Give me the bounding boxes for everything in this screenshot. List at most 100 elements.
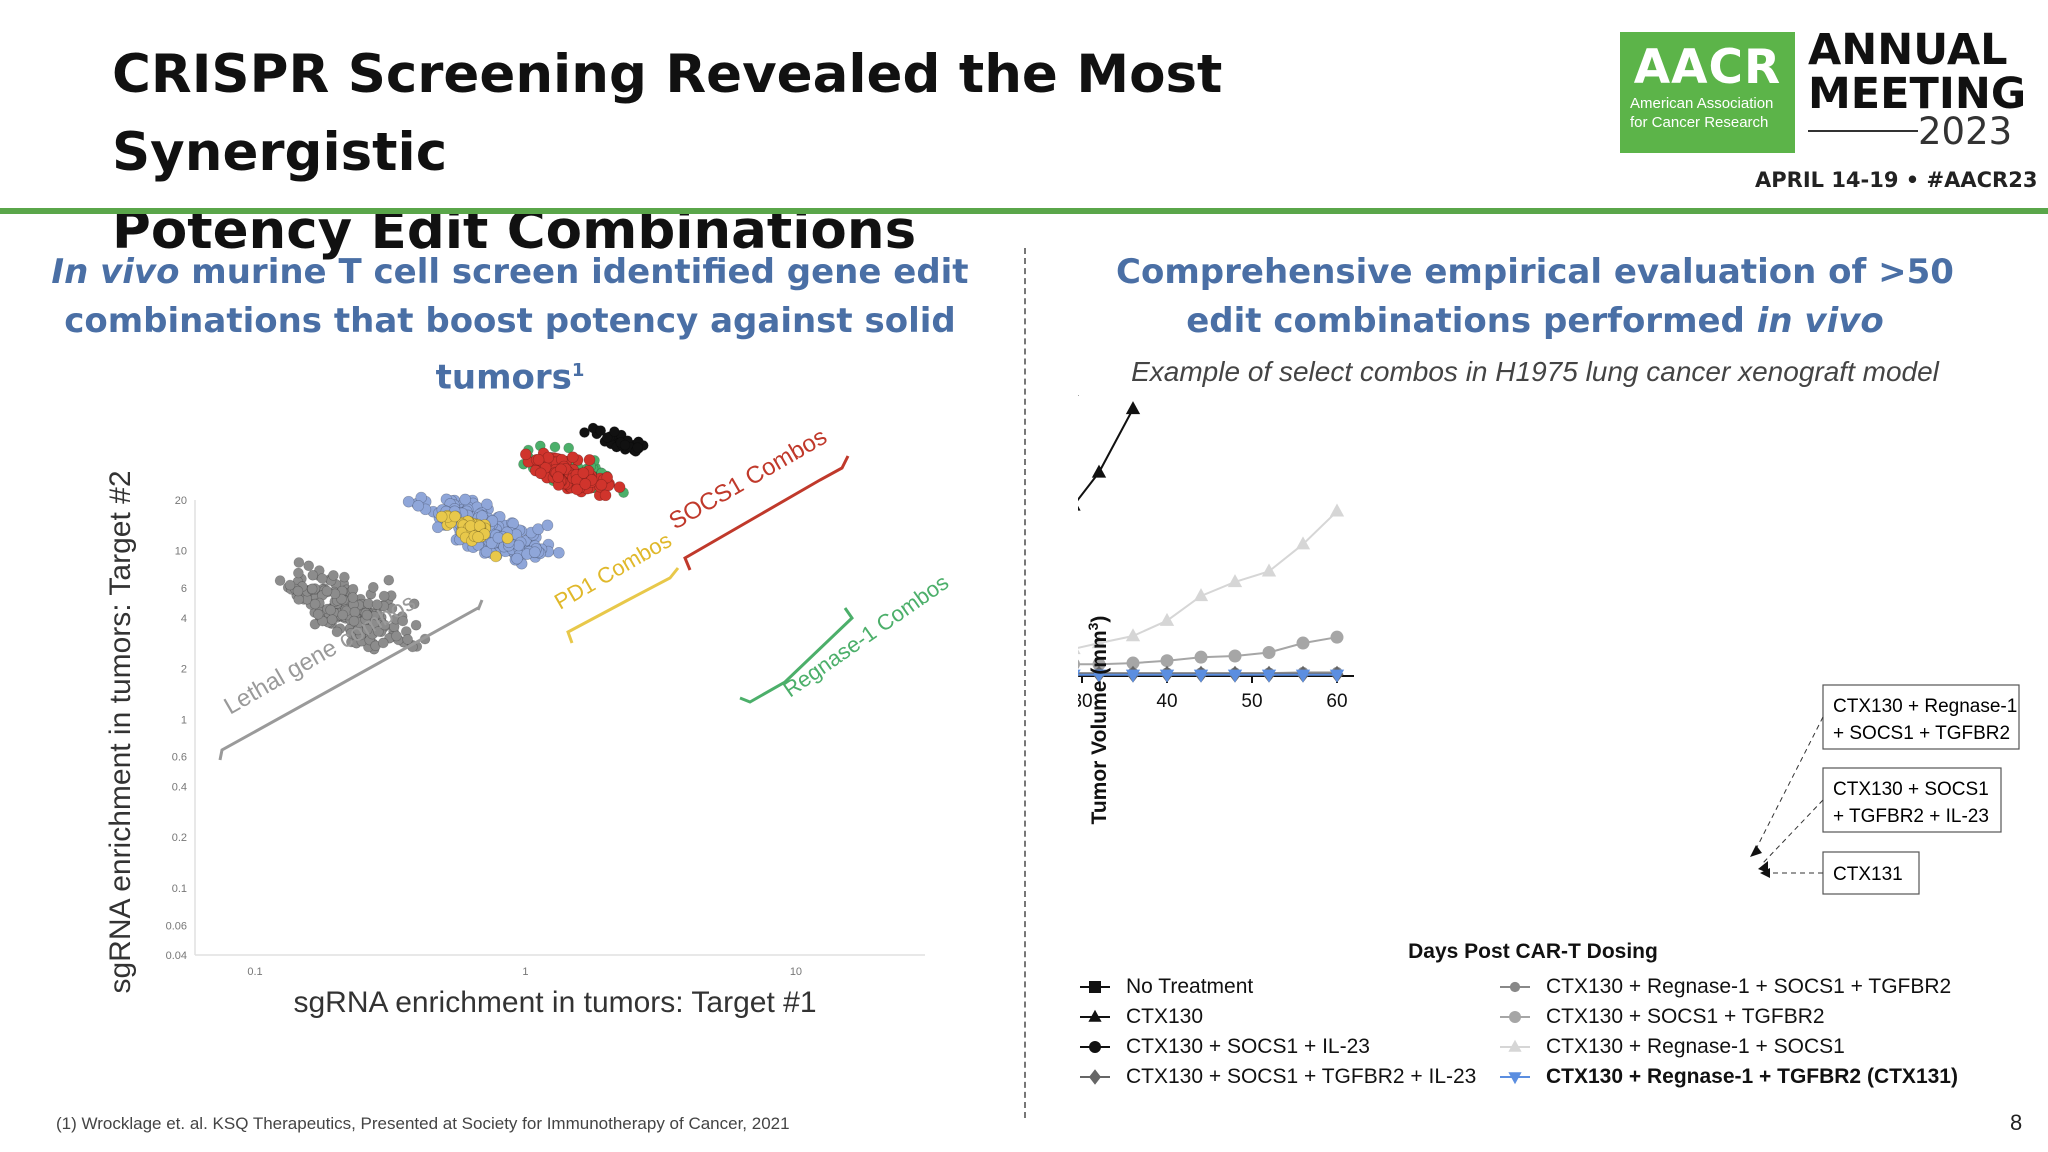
scatter-point-lethal bbox=[292, 585, 304, 597]
callout-2-line2: + TGFBR2 + IL-23 bbox=[1833, 806, 1989, 827]
series-point bbox=[1078, 659, 1080, 669]
scatter-point-lethal bbox=[361, 624, 373, 635]
scatter-point-lethal bbox=[379, 619, 391, 631]
series-point bbox=[1295, 536, 1311, 550]
scatter-x-tick: 1 bbox=[522, 966, 528, 978]
scatter-point-socs1 bbox=[601, 471, 614, 484]
scatter-point-lethal bbox=[293, 557, 305, 568]
series-line bbox=[1078, 673, 1337, 676]
scatter-point-lethal bbox=[328, 570, 339, 581]
scatter-point-lethal bbox=[373, 626, 384, 637]
scatter-point-lethal bbox=[402, 634, 413, 645]
scatter-point-lethal bbox=[410, 619, 422, 631]
series-point bbox=[1125, 401, 1141, 415]
series-point bbox=[1160, 654, 1174, 668]
meeting-year: 2023 bbox=[1918, 110, 2013, 153]
scatter-y-tick: 4 bbox=[181, 613, 187, 625]
scatter-point-pd1 bbox=[501, 532, 514, 544]
callout-box-3 bbox=[1822, 851, 1920, 895]
scatter-point-lethal bbox=[378, 590, 390, 602]
panel-divider bbox=[1024, 248, 1026, 1118]
scatter-point-regnase bbox=[549, 441, 561, 453]
right-heading-italic: in vivo bbox=[1756, 301, 1884, 341]
series-point bbox=[1091, 669, 1107, 683]
scatter-point-lethal bbox=[312, 609, 324, 620]
scatter-y-tick: 1 bbox=[181, 714, 187, 726]
scatter-y-tick: 6 bbox=[181, 583, 187, 595]
scatter-point-other bbox=[402, 495, 415, 508]
scatter-point-socs1 bbox=[552, 471, 564, 483]
tumor-volume-chart: 0102030405060050010001500200025003000 Da… bbox=[1078, 395, 2020, 963]
line-x-label: Days Post CAR-T Dosing bbox=[1408, 940, 1658, 963]
legend-label: CTX130 + Regnase-1 + SOCS1 bbox=[1546, 1035, 1845, 1058]
legend-swatch bbox=[1080, 1009, 1110, 1022]
scatter-x-tick: 0.1 bbox=[247, 966, 262, 978]
scatter-point-socs1 bbox=[577, 467, 590, 479]
scatter-point-socs1 bbox=[519, 448, 532, 461]
scatter-y-ticks: 0.04 0.06 0.1 0.2 0.4 0.6 1 2 4 6 10 20 bbox=[166, 495, 187, 962]
scatter-point-other bbox=[459, 493, 472, 506]
legend-item: CTX130 + SOCS1 + TGFBR2 + IL-23 bbox=[1078, 1065, 1476, 1089]
series-point bbox=[1261, 669, 1277, 683]
aacr-logo: AACR American Association for Cancer Res… bbox=[1620, 32, 1795, 153]
scatter-y-tick: 0.06 bbox=[166, 920, 187, 932]
legend-swatch bbox=[1500, 981, 1530, 993]
scatter-point-regnase bbox=[563, 442, 575, 454]
legend-swatch bbox=[1500, 1072, 1530, 1085]
series-5 bbox=[1078, 630, 1344, 671]
scatter-point-top bbox=[601, 432, 613, 443]
legend-item: CTX130 + Regnase-1 + TGFBR2 (CTX131) bbox=[1498, 1065, 1958, 1089]
aacr-logo-subtitle-line2: for Cancer Research bbox=[1630, 114, 1769, 131]
page-number: 8 bbox=[2010, 1110, 2023, 1135]
series-point bbox=[1295, 669, 1311, 683]
scatter-point-top bbox=[609, 426, 620, 437]
scatter-point-top bbox=[619, 439, 631, 451]
line-x-tick: 30 bbox=[1078, 691, 1093, 712]
scatter-point-other bbox=[412, 500, 425, 512]
legend-swatch-marker bbox=[1089, 1069, 1101, 1085]
scatter-point-lethal bbox=[337, 609, 348, 621]
scatter-point-lethal bbox=[325, 604, 336, 616]
series-2 bbox=[1078, 395, 1079, 396]
scatter-x-tick: 10 bbox=[790, 966, 802, 978]
footnote-ref: 1 bbox=[571, 360, 585, 381]
legend-swatch bbox=[1080, 981, 1110, 993]
scatter-point-socs1 bbox=[542, 451, 555, 464]
scatter-point-socs1 bbox=[579, 478, 592, 490]
series-point bbox=[1296, 636, 1310, 650]
legend-item: CTX130 bbox=[1078, 1005, 1203, 1029]
scatter-point-lethal bbox=[367, 582, 379, 593]
scatter-point-other bbox=[528, 546, 541, 558]
callout-arrowhead-3 bbox=[1760, 868, 1770, 878]
scatter-axes bbox=[194, 500, 925, 956]
aacr-logo-subtitle-line1: American Association bbox=[1630, 95, 1774, 112]
scatter-y-tick: 10 bbox=[175, 546, 187, 558]
annotation-pd1: PD1 Combos bbox=[550, 527, 676, 614]
series-line bbox=[1078, 671, 1337, 675]
series-point bbox=[1194, 650, 1208, 664]
scatter-point-top bbox=[595, 425, 607, 436]
scatter-y-tick: 0.1 bbox=[172, 883, 187, 895]
series-point bbox=[1159, 612, 1175, 626]
series-point bbox=[1330, 630, 1344, 644]
scatter-point-lethal bbox=[377, 637, 389, 649]
right-heading-line1: Comprehensive empirical evaluation of >5… bbox=[1116, 252, 1954, 292]
scatter-point-socs1 bbox=[566, 451, 579, 464]
line-y-label: Tumor Volume (mm3) bbox=[1085, 616, 1111, 825]
bracket-regnase bbox=[739, 607, 854, 704]
legend-label: CTX130 bbox=[1126, 1005, 1204, 1028]
scatter-point-pd1 bbox=[472, 531, 484, 543]
series-point bbox=[1262, 645, 1276, 659]
series-point bbox=[1078, 649, 1081, 655]
scatter-point-lethal bbox=[348, 615, 360, 627]
scatter-point-socs1 bbox=[583, 454, 596, 466]
series-point bbox=[1329, 503, 1345, 517]
scatter-point-lethal bbox=[284, 579, 296, 591]
scatter-points bbox=[274, 422, 649, 655]
series-line bbox=[1078, 510, 1338, 649]
scatter-x-ticks: 0.1 1 10 bbox=[247, 966, 802, 978]
scatter-point-other bbox=[541, 519, 554, 532]
scatter-point-top bbox=[579, 427, 590, 438]
scatter-point-socs1 bbox=[532, 453, 545, 466]
meeting-label: MEETING bbox=[1808, 69, 2027, 119]
